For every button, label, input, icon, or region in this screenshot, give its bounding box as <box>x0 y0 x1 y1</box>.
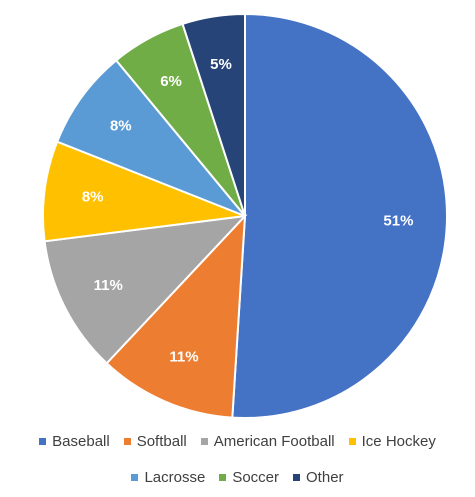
legend-item-other: Other <box>293 469 344 486</box>
data-label-american-football: 11% <box>94 277 123 294</box>
legend-item-soccer: Soccer <box>219 469 279 486</box>
legend-label-lacrosse: Lacrosse <box>144 469 206 486</box>
legend-swatch-soccer <box>219 474 227 481</box>
pie-slice-baseball <box>231 12 449 419</box>
data-label-soccer: 6% <box>160 73 182 90</box>
pie-slice-softball <box>105 213 247 419</box>
data-label-baseball: 51% <box>383 212 413 229</box>
legend-swatch-american-football <box>200 438 208 445</box>
legend-label-other: Other <box>306 469 344 486</box>
legend-swatch-other <box>293 474 301 481</box>
legend-label-american-football: American Football <box>213 433 335 450</box>
legend-item-lacrosse: Lacrosse <box>131 469 205 486</box>
data-label-lacrosse: 8% <box>110 117 132 134</box>
legend-row-1: Baseball Softball American Football Ice … <box>0 433 475 450</box>
pie-data-labels: 51% 11% 11% 8% 8% 6% 5% <box>82 56 414 366</box>
data-label-softball: 11% <box>169 348 198 365</box>
legend-label-softball: Softball <box>136 433 187 450</box>
pie-slices <box>42 12 449 419</box>
pie-slice-lacrosse <box>55 58 246 217</box>
data-label-ice-hockey: 8% <box>82 188 104 205</box>
legend-swatch-ice-hockey <box>348 438 356 445</box>
legend-row-2: Lacrosse Soccer Other <box>0 469 475 486</box>
pie-chart: 51% 11% 11% 8% 8% 6% 5% <box>42 12 449 419</box>
legend-label-ice-hockey: Ice Hockey <box>361 433 436 450</box>
pie-slice-american-football <box>43 214 248 365</box>
legend-swatch-baseball <box>39 438 47 445</box>
legend-item-american-football: American Football <box>200 433 335 450</box>
data-label-other: 5% <box>210 56 232 73</box>
legend-item-softball: Softball <box>123 433 187 450</box>
pie-slice-other <box>181 12 246 217</box>
legend-label-baseball: Baseball <box>52 433 110 450</box>
legend-label-soccer: Soccer <box>232 469 280 486</box>
pie-slice-ice-hockey <box>42 140 246 243</box>
legend-swatch-lacrosse <box>131 474 139 481</box>
legend-swatch-softball <box>123 438 131 445</box>
legend-item-baseball: Baseball <box>39 433 110 450</box>
legend-item-ice-hockey: Ice Hockey <box>348 433 436 450</box>
